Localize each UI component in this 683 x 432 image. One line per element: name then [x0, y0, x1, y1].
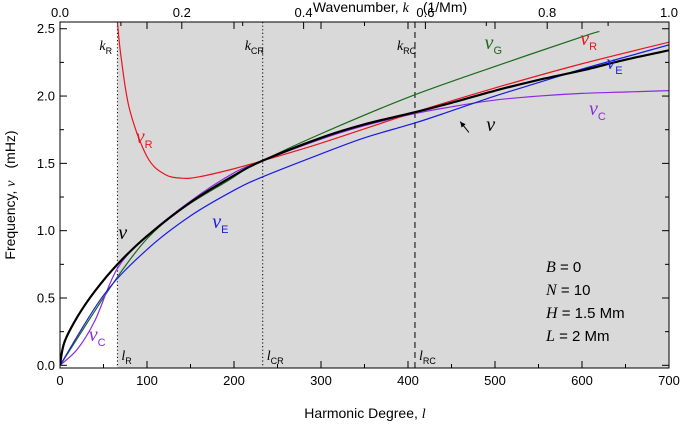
x-tick-label: 200: [223, 373, 245, 388]
curve-label: νR: [136, 126, 153, 151]
series-line-nu-R: [116, 22, 669, 179]
curve-label: νC: [89, 324, 106, 349]
x-tick-label: 600: [571, 373, 593, 388]
pointer-arrow: [459, 121, 470, 133]
curve-label: ν: [486, 114, 495, 136]
y-tick-label: 1.0: [37, 223, 55, 238]
parameter-list: B = 0 N = 10 H = 1.5 Mm L = 2 Mm: [545, 259, 625, 345]
curve-label: νR: [580, 28, 597, 53]
y-tick-label: 2.5: [37, 21, 55, 36]
marker-bottom-label: lRC: [419, 349, 436, 366]
parameter-b: B = 0: [546, 259, 581, 276]
marker-top-label: kRC: [397, 39, 417, 56]
x-tick-label: 0: [56, 373, 63, 388]
parameter-h: H = 1.5 Mm: [545, 305, 625, 322]
marker-top-label: kR: [99, 39, 112, 56]
marker-top-label: kCR: [245, 39, 265, 56]
series-lines: [60, 22, 669, 366]
curve-label: νG: [485, 32, 502, 57]
pointer-arrow-head: [460, 121, 466, 128]
k-tick-label: 0.8: [538, 5, 556, 20]
curve-label: ν: [118, 222, 127, 244]
k-tick-label: 0.6: [416, 5, 434, 20]
y-tick-label: 2.0: [37, 89, 55, 104]
y-axis-title: Frequency, ν(mHz): [2, 130, 19, 259]
y-tick-label: 1.5: [37, 156, 55, 171]
k-tick-label: 0.4: [295, 5, 313, 20]
parameter-n: N = 10: [545, 282, 590, 299]
marker-bottom-label: lR: [121, 349, 132, 366]
x-tick-label: 100: [136, 373, 158, 388]
y-tick-label: 0.5: [37, 290, 55, 305]
series-line-nu: [60, 49, 669, 366]
bottom-axis-title: Harmonic Degree, l: [304, 405, 426, 422]
axis-ticks: 0 100 200 300 400 500 600 700 0.0 0.2 0.4 0.6 0.8 1.0…: [37, 5, 680, 388]
k-tick-label: 0.0: [51, 5, 69, 20]
marker-bottom-label: lCR: [267, 349, 284, 366]
x-tick-label: 700: [658, 373, 680, 388]
x-tick-label: 400: [397, 373, 419, 388]
parameter-l: L = 2 Mm: [545, 328, 610, 345]
series-line-nu-G: [60, 30, 600, 366]
y-tick-label: 0.0: [37, 358, 55, 373]
x-tick-label: 300: [310, 373, 332, 388]
series-line-nu-C: [60, 90, 669, 366]
curve-label: νE: [606, 52, 622, 77]
marker-labels: kR lR kCR lCR kRC lRC: [99, 39, 436, 366]
shaded-region: [117, 22, 670, 368]
top-axis-title: Wavenumber, k (1/Mm): [313, 0, 467, 16]
curve-label: νE: [212, 211, 228, 236]
x-tick-label: 500: [484, 373, 506, 388]
k-tick-label: 1.0: [660, 5, 678, 20]
curve-label: νC: [589, 98, 606, 123]
k-tick-label: 0.2: [173, 5, 191, 20]
vertical-markers: [116, 22, 416, 368]
